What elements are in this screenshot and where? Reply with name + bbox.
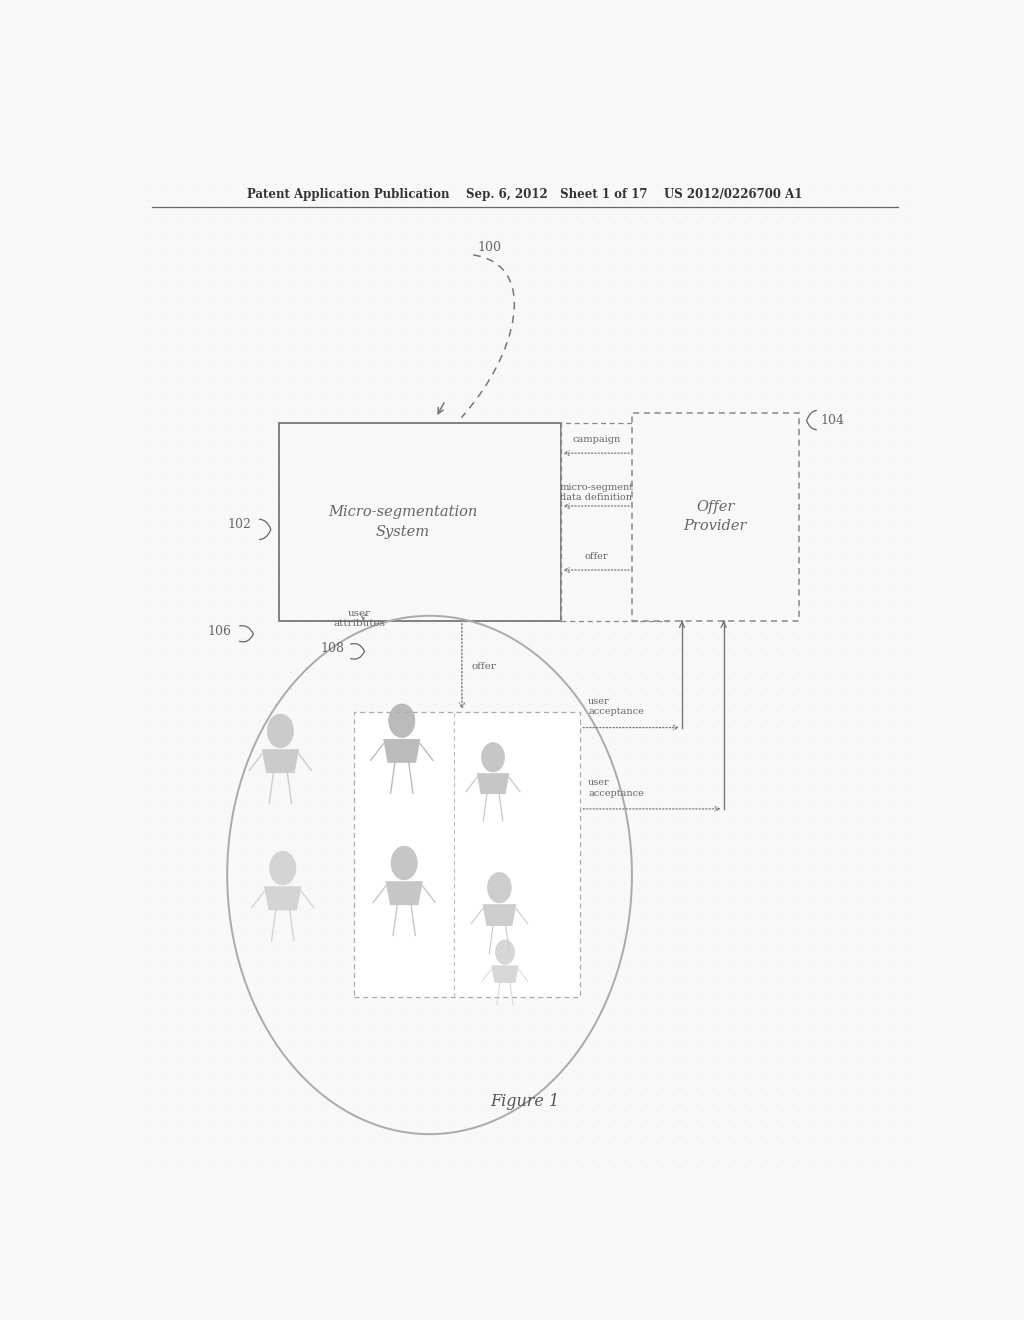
Bar	[632, 413, 799, 620]
Circle shape	[389, 704, 415, 738]
Text: micro-segment
data definition: micro-segment data definition	[559, 483, 633, 502]
Text: 106: 106	[207, 624, 231, 638]
Text: Patent Application Publication    Sep. 6, 2012   Sheet 1 of 17    US 2012/022670: Patent Application Publication Sep. 6, 2…	[247, 189, 803, 202]
Text: Figure 1: Figure 1	[490, 1093, 559, 1110]
Polygon shape	[482, 904, 516, 925]
Circle shape	[267, 714, 294, 747]
Polygon shape	[264, 887, 301, 909]
Text: 102: 102	[227, 517, 251, 531]
Text: 104: 104	[820, 414, 844, 428]
Circle shape	[487, 873, 511, 903]
Text: offer: offer	[585, 552, 608, 561]
Text: campaign: campaign	[572, 436, 621, 444]
Circle shape	[496, 940, 514, 965]
Text: 108: 108	[321, 642, 344, 655]
Text: offer: offer	[472, 663, 497, 671]
Polygon shape	[492, 966, 518, 982]
Polygon shape	[477, 774, 509, 793]
Text: 100: 100	[477, 242, 501, 255]
Text: Micro-segmentation
System: Micro-segmentation System	[328, 506, 477, 539]
Bar	[279, 422, 560, 620]
Circle shape	[269, 851, 296, 884]
Bar	[354, 713, 581, 997]
Polygon shape	[383, 739, 420, 763]
Text: user
acceptance: user acceptance	[588, 697, 644, 717]
Bar	[560, 422, 668, 620]
Text: user
acceptance: user acceptance	[588, 779, 644, 797]
Text: Offer
Provider: Offer Provider	[683, 500, 748, 533]
Circle shape	[391, 846, 417, 880]
Polygon shape	[262, 750, 299, 772]
Polygon shape	[386, 882, 423, 906]
Circle shape	[481, 743, 505, 772]
Text: user
attributes: user attributes	[334, 609, 385, 628]
